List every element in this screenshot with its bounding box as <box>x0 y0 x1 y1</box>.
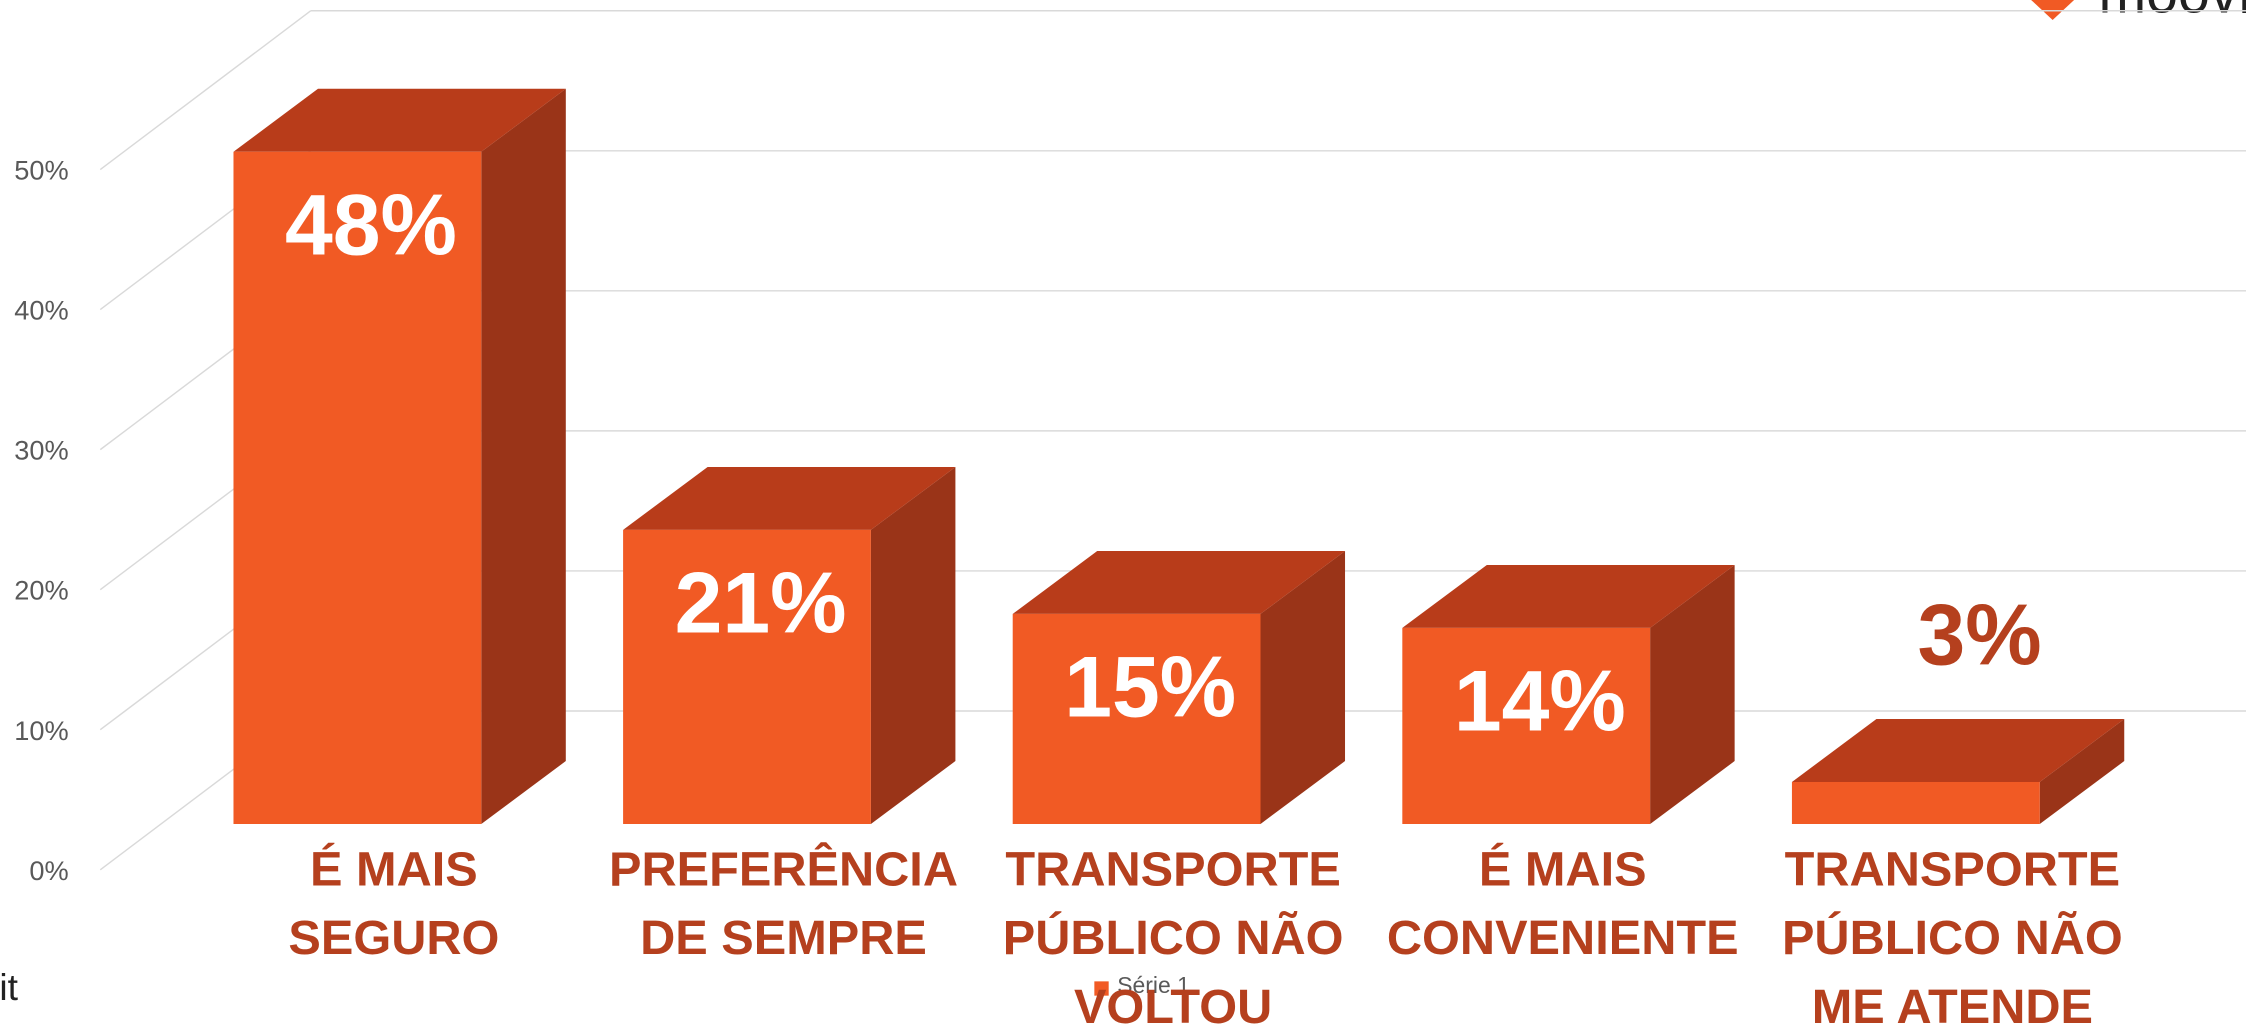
value-label: 48% <box>285 178 457 274</box>
x-tick-label: VOLTOU <box>1074 980 1272 1030</box>
legend-swatch <box>1094 981 1109 996</box>
x-tick-label: TRANSPORTE <box>1785 843 2120 897</box>
x-tick-label: É MAIS <box>310 843 478 897</box>
bar <box>1402 627 1651 824</box>
value-label: 3% <box>1917 588 2041 684</box>
y-tick-label: 30% <box>14 435 68 466</box>
x-tick-label: PREFERÊNCIA <box>609 842 958 897</box>
value-label: 21% <box>675 556 847 652</box>
y-tick-label: 50% <box>14 155 68 186</box>
bar-side <box>2039 719 2125 824</box>
bar-top <box>1012 550 1346 614</box>
x-tick-label: CONVENIENTE <box>1387 911 1739 965</box>
x-tick-label: TRANSPORTE <box>1005 843 1340 897</box>
value-label: 14% <box>1454 654 1626 750</box>
bar <box>1012 613 1261 824</box>
bar <box>623 529 871 824</box>
bar-top <box>1791 719 2125 782</box>
bar <box>233 151 482 824</box>
value-label: 15% <box>1064 640 1236 736</box>
y-tick-label: 10% <box>14 715 68 746</box>
grid-line <box>99 10 312 171</box>
bar-top <box>623 466 956 530</box>
legend-label: Série 1 <box>1117 972 1190 998</box>
y-tick-label: 0% <box>29 855 68 886</box>
x-tick-label: DE SEMPRE <box>640 911 927 965</box>
bar <box>1791 781 2040 824</box>
bar-side <box>1650 564 1735 824</box>
x-tick-label: ME ATENDE <box>1812 980 2093 1030</box>
bar-top <box>1402 564 1735 628</box>
x-tick-label: PÚBLICO NÃO <box>1782 910 2123 965</box>
bar-top <box>233 88 566 152</box>
logo: moovit <box>2098 0 2246 25</box>
bar-side <box>870 466 956 824</box>
logo: moovit <box>0 966 19 1008</box>
x-tick-label: PÚBLICO NÃO <box>1003 910 1344 965</box>
bar-side <box>1260 550 1346 824</box>
x-tick-label: SEGURO <box>288 911 499 965</box>
x-tick-label: É MAIS <box>1479 843 1647 897</box>
y-tick-label: 40% <box>14 295 68 326</box>
bar-side <box>481 88 566 824</box>
y-tick-label: 20% <box>14 575 68 606</box>
